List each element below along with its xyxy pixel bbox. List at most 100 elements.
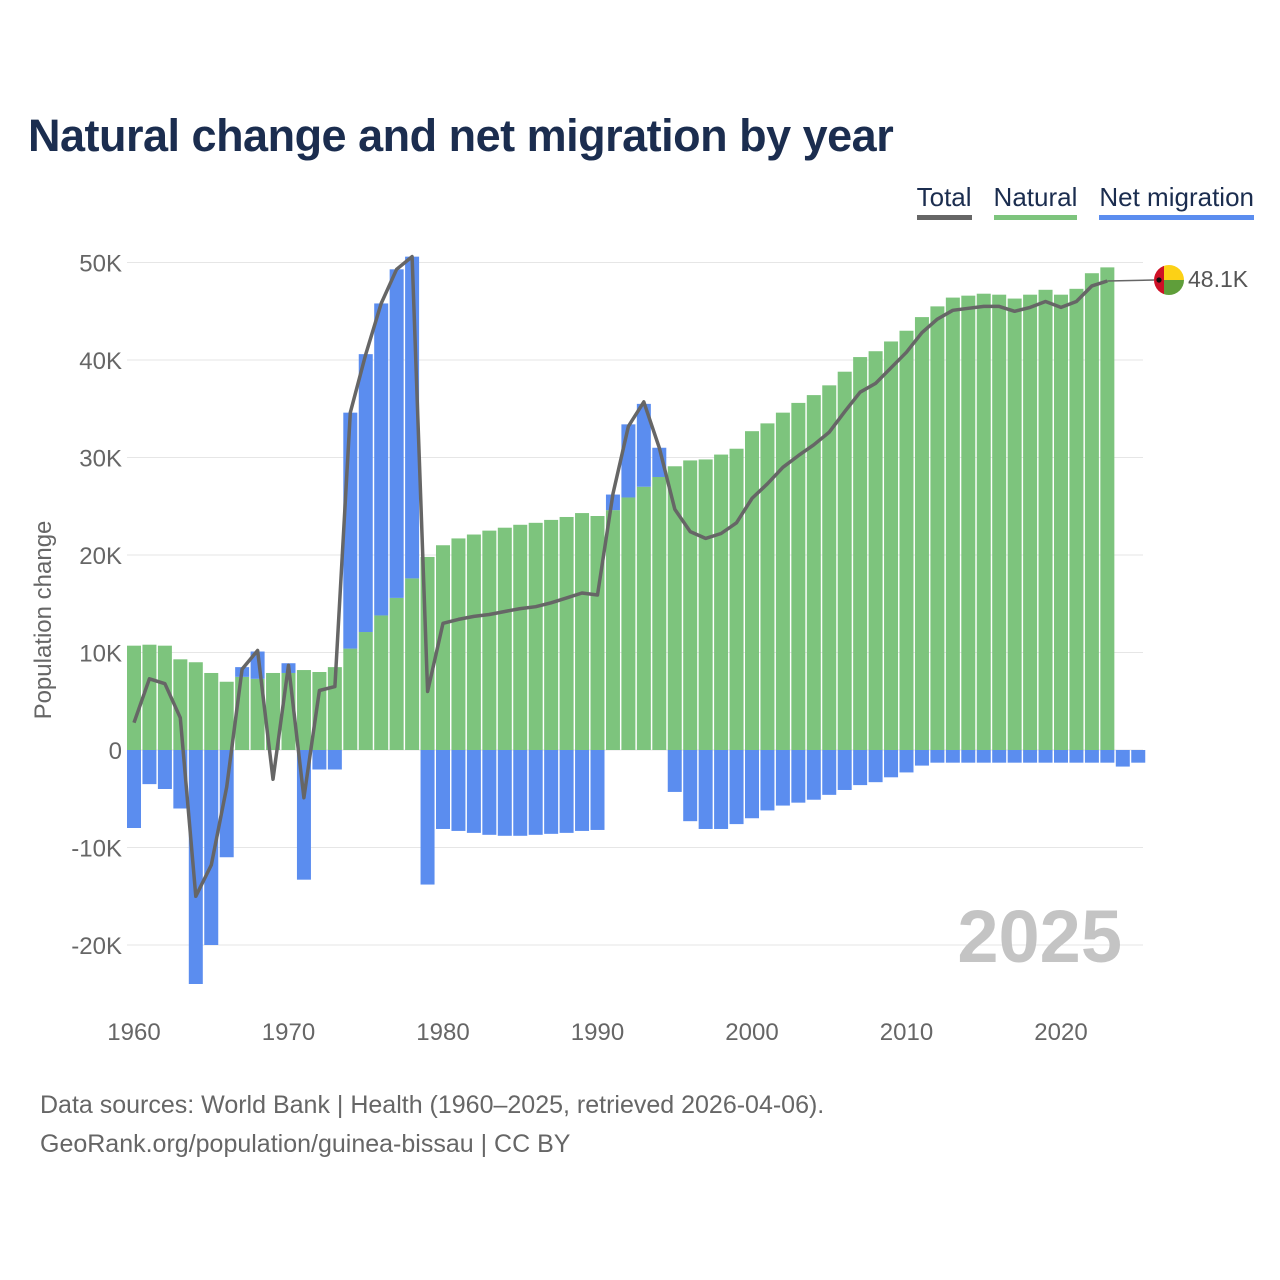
legend: Total Natural Net migration: [916, 182, 1254, 220]
bar-net-migration: [930, 750, 945, 763]
y-tick-label: 50K: [79, 251, 122, 278]
bar-net-migration: [466, 750, 481, 833]
x-axis-ticks: 1960 1970 1980 1990 2000 2010 2020: [107, 1019, 1087, 1046]
bar-net-migration: [961, 750, 976, 763]
bar-natural: [127, 645, 141, 750]
bar-net-migration: [513, 750, 528, 836]
bar-net-migration: [1069, 750, 1084, 763]
bar-natural: [142, 644, 157, 750]
y-tick-label: 10K: [79, 641, 122, 668]
bar-natural: [652, 477, 667, 750]
bar-net-migration: [729, 750, 744, 825]
bar-natural: [451, 538, 466, 750]
legend-total[interactable]: Total: [916, 182, 972, 220]
x-tick-label: 2020: [1034, 1019, 1087, 1046]
bar-natural: [729, 448, 744, 750]
bar-net-migration: [497, 750, 512, 836]
bar-net-migration: [945, 750, 960, 763]
bar-natural: [482, 530, 497, 750]
bars: [127, 256, 1146, 984]
bar-natural: [204, 672, 219, 750]
source-link[interactable]: GeoRank.org/population/guinea-bissau | C…: [40, 1130, 571, 1158]
bar-net-migration: [667, 750, 682, 792]
bar-net-migration: [1054, 750, 1068, 763]
bar-net-migration: [868, 750, 883, 783]
bar-natural: [497, 527, 512, 750]
bar-natural: [343, 648, 358, 750]
bar-net-migration: [1038, 750, 1053, 763]
bar-natural: [945, 297, 960, 750]
bar-natural: [930, 306, 945, 750]
bar-net-migration: [837, 750, 852, 790]
bar-net-migration: [204, 750, 219, 945]
bar-net-migration: [806, 750, 821, 800]
bar-net-migration: [374, 303, 389, 616]
bar-natural: [837, 371, 852, 750]
bar-natural: [157, 645, 172, 750]
bar-net-migration: [188, 750, 203, 984]
bar-net-migration: [528, 750, 543, 835]
y-tick-label: -20K: [71, 933, 122, 960]
bar-net-migration: [127, 750, 141, 828]
bar-natural: [914, 317, 929, 750]
bar-natural: [544, 519, 559, 750]
x-tick-label: 2000: [725, 1019, 778, 1046]
bar-net-migration: [853, 750, 868, 786]
bar-net-migration: [1131, 750, 1146, 763]
legend-net-migration[interactable]: Net migration: [1099, 182, 1254, 220]
bar-net-migration: [575, 750, 590, 831]
bar-natural: [436, 545, 450, 750]
legend-natural[interactable]: Natural: [993, 182, 1078, 220]
bar-natural: [976, 293, 991, 750]
bar-natural: [683, 460, 698, 750]
bar-natural: [822, 385, 837, 750]
bar-net-migration: [745, 750, 759, 819]
bar-natural: [698, 459, 713, 750]
bar-natural: [853, 357, 868, 750]
y-tick-label: 30K: [79, 446, 122, 473]
bar-net-migration: [914, 750, 929, 766]
bar-net-migration: [992, 750, 1007, 763]
bar-net-migration: [590, 750, 605, 830]
bar-net-migration: [420, 750, 435, 885]
bar-net-migration: [482, 750, 497, 835]
bar-net-migration: [636, 403, 651, 487]
chart-title: Natural change and net migration by year: [28, 110, 894, 161]
bar-natural: [575, 513, 590, 750]
bar-natural: [899, 330, 914, 750]
bar-natural: [961, 295, 976, 750]
bar-net-migration: [822, 750, 837, 795]
bar-natural: [806, 395, 821, 750]
bar-natural: [590, 516, 605, 750]
bar-natural: [466, 534, 481, 750]
bar-net-migration: [544, 750, 559, 834]
bar-net-migration: [1007, 750, 1022, 763]
bar-net-migration: [791, 750, 806, 803]
bar-natural: [636, 486, 651, 750]
bar-net-migration: [714, 750, 729, 829]
bar-net-migration: [621, 424, 636, 498]
bar-net-migration: [775, 750, 790, 806]
x-tick-label: 1960: [107, 1019, 160, 1046]
bar-natural: [296, 670, 311, 750]
footer: Data sources: World Bank | Health (1960–…: [40, 1086, 824, 1164]
bar-natural: [868, 351, 883, 750]
bar-natural: [374, 615, 389, 750]
bar-natural: [405, 578, 420, 750]
y-axis-label: Population change: [30, 521, 57, 720]
y-axis-ticks: -20K -10K 0 10K 20K 30K 40K 50K: [71, 251, 122, 961]
bar-net-migration: [1100, 750, 1115, 763]
bar-natural: [714, 454, 729, 750]
x-tick-label: 1990: [571, 1019, 624, 1046]
bar-net-migration: [884, 750, 899, 778]
bar-net-migration: [1115, 750, 1130, 767]
bar-natural: [605, 510, 620, 750]
x-tick-label: 2010: [880, 1019, 933, 1046]
bar-natural: [358, 632, 373, 750]
bar-natural: [250, 678, 265, 750]
bar-natural: [760, 423, 775, 750]
y-tick-label: 0: [109, 738, 122, 765]
bar-natural: [513, 524, 528, 750]
bar-natural: [884, 341, 899, 750]
y-tick-label: 40K: [79, 348, 122, 375]
